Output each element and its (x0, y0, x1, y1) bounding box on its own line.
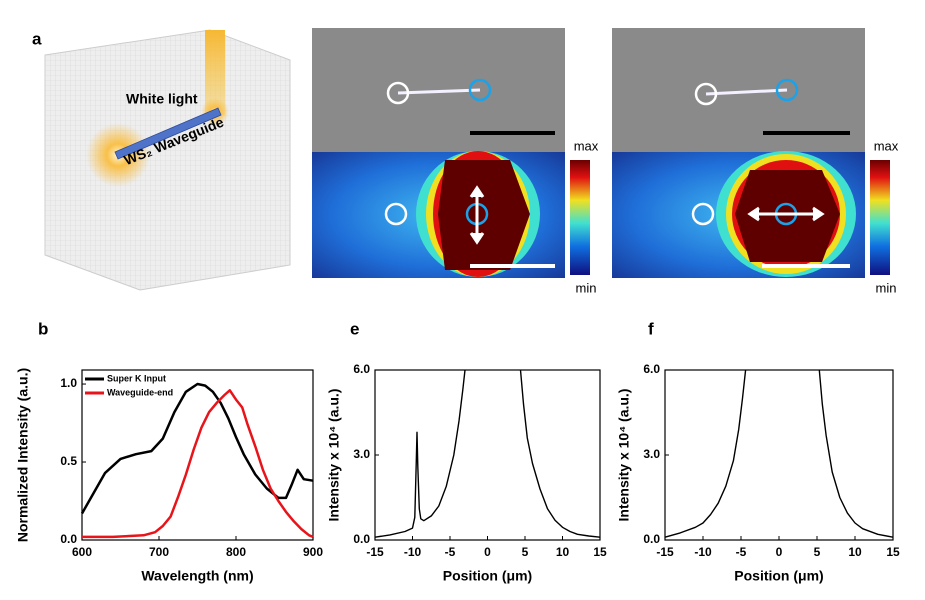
x-tick-label: 800 (226, 545, 246, 559)
waveguide (705, 88, 788, 96)
panel-label: e (350, 319, 359, 338)
x-tick-label: 0 (776, 545, 783, 559)
x-tick-label: 600 (72, 545, 92, 559)
colorbar-label: max (874, 138, 899, 153)
y-tick-label: 3.0 (643, 447, 660, 461)
x-tick-label: -10 (694, 545, 712, 559)
y-tick-label: 0.0 (353, 532, 370, 546)
legend-label: Super K Input (107, 373, 166, 383)
data-line (374, 369, 601, 538)
data-line (664, 369, 894, 538)
x-axis-label: Position (μm) (734, 568, 823, 584)
x-tick-label: 5 (522, 545, 529, 559)
y-tick-label: 6.0 (643, 362, 660, 376)
y-tick-label: 0.0 (643, 532, 660, 546)
x-tick-label: -10 (404, 545, 422, 559)
intensity-core (735, 170, 840, 262)
y-axis-label: Intensity x 10⁴ (a.u.) (616, 389, 632, 522)
x-tick-label: -5 (736, 545, 747, 559)
colorbar-label: max (574, 138, 599, 153)
x-tick-label: 0 (484, 545, 491, 559)
polarization-arrow (469, 185, 485, 245)
panel-label: f (648, 319, 654, 338)
substrate-grid (45, 30, 290, 290)
x-tick-label: 5 (814, 545, 821, 559)
waveguide (114, 107, 222, 160)
y-axis-label: Intensity x 10⁴ (a.u.) (326, 389, 342, 522)
x-tick-label: 10 (556, 545, 570, 559)
x-tick-label: -15 (366, 545, 384, 559)
x-tick-label: 15 (593, 545, 607, 559)
marker-circle (384, 202, 408, 226)
data-line (80, 382, 314, 515)
light-beam (205, 30, 225, 115)
marker-circle (775, 78, 799, 102)
y-tick-label: 0.5 (60, 454, 77, 468)
x-tick-label: 900 (303, 545, 323, 559)
legend-label: Waveguide-end (107, 387, 173, 397)
y-tick-label: 6.0 (353, 362, 370, 376)
x-axis-label: Position (μm) (443, 568, 532, 584)
x-tick-label: 15 (886, 545, 900, 559)
polarization-arrow (747, 206, 825, 222)
marker-circle (691, 202, 715, 226)
x-tick-label: -15 (656, 545, 674, 559)
plot-frame (81, 369, 314, 541)
plot-frame (664, 369, 894, 541)
annotation: White light (126, 91, 198, 107)
panel-label: a (32, 29, 42, 48)
y-axis-label: Normalized Intensity (a.u.) (15, 368, 31, 542)
colorbar-label: min (576, 280, 597, 295)
y-tick-label: 0.0 (60, 532, 77, 546)
y-tick-label: 3.0 (353, 447, 370, 461)
intensity-core (438, 160, 530, 270)
plot-frame (374, 369, 601, 541)
colorbar-label: min (876, 280, 897, 295)
panel-label: b (38, 319, 48, 338)
marker-circle (468, 78, 492, 102)
x-axis-label: Wavelength (nm) (141, 568, 253, 584)
waveguide (397, 88, 481, 95)
x-tick-label: 10 (848, 545, 862, 559)
colorbar (870, 160, 890, 275)
marker-circle (694, 82, 718, 106)
data-line (82, 389, 314, 539)
marker-circle (386, 81, 410, 105)
colorbar (570, 160, 590, 275)
y-tick-label: 1.0 (60, 376, 77, 390)
x-tick-label: -5 (445, 545, 456, 559)
x-tick-label: 700 (149, 545, 169, 559)
